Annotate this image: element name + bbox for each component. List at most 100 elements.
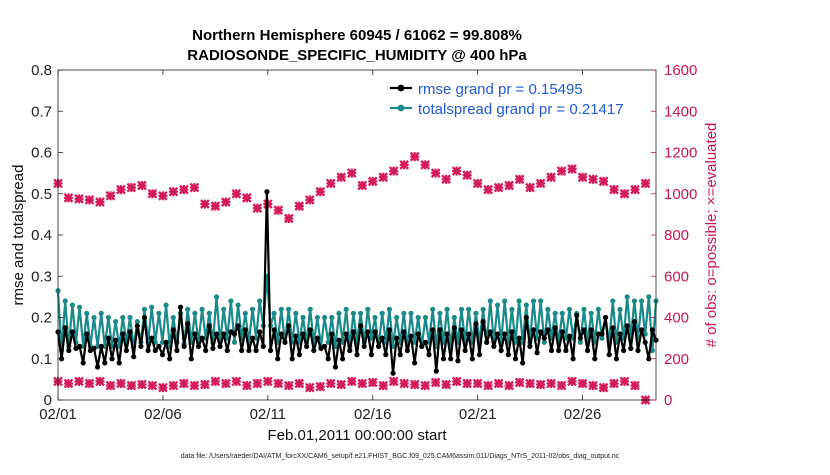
- totalspread-point: [185, 306, 191, 312]
- obs-possible-marker: [336, 172, 347, 183]
- rmse-point: [430, 327, 436, 333]
- rmse-point: [595, 331, 602, 337]
- obs-evaluated-marker: [200, 379, 210, 390]
- rmse-point: [613, 356, 620, 362]
- rmse-point: [505, 352, 511, 358]
- totalspread-point: [343, 306, 349, 312]
- rmse-point: [167, 356, 173, 362]
- obs-possible-marker: [598, 176, 609, 187]
- rmse-point: [462, 347, 468, 354]
- right-tick-label: 1000: [664, 186, 697, 203]
- rmse-point: [195, 343, 202, 349]
- rmse-point: [512, 356, 519, 362]
- legend-rmse-label: rmse grand pr = 0.15495: [418, 81, 583, 98]
- rmse-point: [484, 339, 490, 345]
- rmse-point: [116, 360, 122, 366]
- rmse-point: [325, 356, 331, 362]
- rmse-point: [267, 347, 274, 354]
- totalspread-point: [141, 306, 148, 312]
- rmse-point: [628, 345, 634, 351]
- totalspread-point: [415, 314, 421, 321]
- obs-possible-marker: [304, 195, 315, 205]
- left-tick-label: 0.1: [31, 351, 52, 368]
- rmse-point: [548, 347, 555, 354]
- rmse-point: [376, 343, 382, 349]
- rmse-point: [102, 360, 108, 366]
- rmse-point: [141, 314, 148, 321]
- rmse-point: [498, 347, 504, 354]
- rmse-point: [491, 343, 497, 349]
- obs-possible-marker: [409, 151, 420, 162]
- obs-evaluated-marker: [231, 376, 242, 387]
- obs-possible-marker: [483, 184, 493, 195]
- rmse-point: [257, 329, 263, 335]
- rmse-point: [527, 343, 533, 349]
- obs-evaluated-marker: [399, 378, 410, 389]
- rmse-point: [289, 356, 295, 362]
- x-axis-label: Feb.01,2011 00:00:00 start: [267, 427, 447, 444]
- rmse-point: [581, 327, 587, 333]
- rmse-point: [120, 331, 126, 337]
- rmse-point: [502, 331, 508, 337]
- totalspread-point: [545, 306, 551, 312]
- rmse-point: [311, 347, 317, 354]
- rmse-point: [592, 356, 598, 362]
- rmse-point: [397, 352, 403, 358]
- obs-possible-marker: [525, 182, 535, 193]
- totalspread-point: [646, 294, 652, 300]
- rmse-point: [80, 360, 86, 366]
- obs-possible-marker: [346, 168, 357, 178]
- rmse-point: [466, 331, 472, 337]
- rmse-point: [275, 356, 281, 362]
- totalspread-point: [588, 310, 594, 316]
- rmse-point: [588, 327, 594, 333]
- rmse-point: [451, 325, 457, 331]
- observation-count-markers: [53, 151, 651, 405]
- rmse-point: [304, 343, 310, 349]
- rmse-point: [84, 331, 90, 337]
- rmse-point: [570, 356, 576, 362]
- x-tick-label: 02/01: [39, 406, 77, 423]
- rmse-point: [574, 312, 580, 318]
- right-tick-label: 0: [664, 392, 672, 409]
- totalspread-point: [566, 306, 573, 312]
- obs-evaluated-marker: [84, 378, 95, 389]
- rmse-point: [563, 347, 569, 354]
- totalspread-point: [213, 294, 220, 300]
- rmse-point: [264, 189, 270, 195]
- rmse-point: [286, 323, 292, 329]
- totalspread-point: [541, 339, 547, 345]
- rmse-point: [260, 343, 266, 349]
- obs-evaluated-marker: [189, 380, 200, 391]
- rmse-point: [440, 356, 447, 362]
- obs-possible-marker: [577, 172, 588, 183]
- totalspread-point: [91, 314, 97, 321]
- obs-evaluated-marker: [630, 380, 640, 391]
- obs-possible-marker: [84, 195, 95, 205]
- rmse-point: [192, 331, 198, 337]
- rmse-point: [300, 331, 306, 337]
- totalspread-point: [134, 319, 140, 325]
- rmse-point: [624, 323, 630, 329]
- left-tick-label: 0.4: [31, 227, 52, 244]
- rmse-point: [408, 333, 414, 339]
- obs-evaluated-marker: [420, 380, 431, 391]
- x-tick-label: 02/11: [250, 406, 286, 423]
- rmse-point: [174, 347, 180, 354]
- totalspread-point: [538, 298, 544, 304]
- obs-possible-marker: [158, 190, 168, 201]
- rmse-point: [91, 345, 97, 351]
- rmse-point: [469, 356, 475, 362]
- rmse-point: [109, 356, 115, 362]
- obs-possible-marker: [325, 178, 336, 189]
- obs-possible-marker: [567, 164, 577, 174]
- totalspread-point: [624, 294, 630, 300]
- obs-possible-marker: [210, 201, 221, 211]
- rmse-point: [314, 335, 320, 341]
- rmse-point: [235, 323, 241, 329]
- obs-evaluated-marker: [441, 379, 452, 390]
- rmse-point: [278, 331, 284, 337]
- totalspread-point: [98, 310, 104, 316]
- rmse-point: [390, 370, 396, 376]
